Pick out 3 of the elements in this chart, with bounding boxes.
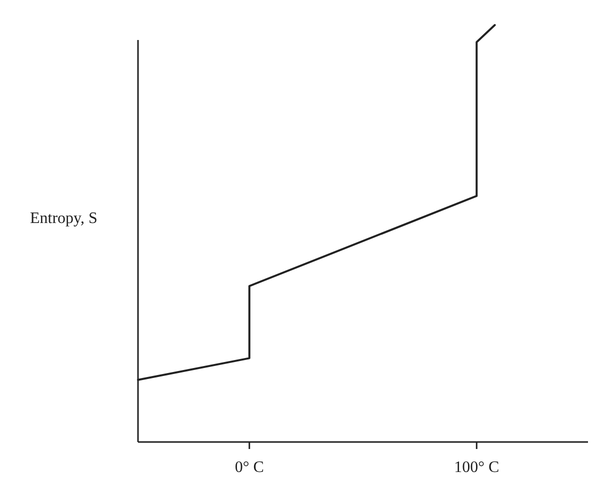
x-tick-label: 0° C	[234, 459, 264, 476]
y-axis-title: Entropy, S	[30, 210, 98, 227]
x-tick-label: 100° C	[454, 459, 500, 476]
